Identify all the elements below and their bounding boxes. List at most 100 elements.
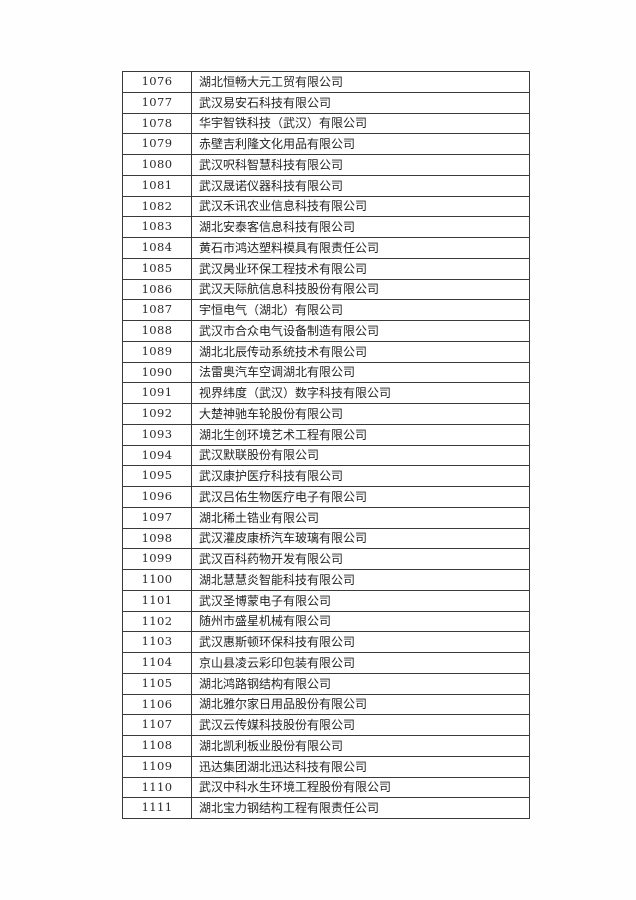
row-index-cell: 1078 (122, 112, 192, 135)
row-index-cell: 1104 (122, 652, 192, 674)
table-row: 1108 湖北凯利板业股份有限公司 (122, 735, 530, 757)
table-row: 1106 湖北雅尔家日用品股份有限公司 (122, 693, 530, 716)
table-row: 1081 武汉晟诺仪器科技有限公司 (122, 174, 530, 197)
table-row: 1095 武汉康护医疗科技有限公司 (122, 465, 530, 487)
table-row: 1077 武汉易安石科技有限公司 (122, 91, 530, 114)
row-index-cell: 1091 (122, 382, 192, 404)
table-row: 1085 武汉昺业环保工程技术有限公司 (122, 257, 530, 280)
table-body: 1076 湖北恒畅大元工贸有限公司 1077 武汉易安石科技有限公司 1078 华宇智铁科… (122, 71, 530, 819)
table-row: 1088 武汉市合众电气设备制造有限公司 (122, 320, 530, 342)
company-name-cell: 法雷奥汽车空调湖北有限公司 (191, 361, 530, 384)
company-name-cell: 京山县凌云彩印包装有限公司 (191, 652, 530, 674)
row-index-cell: 1098 (122, 527, 192, 550)
row-index-cell: 1077 (122, 91, 192, 114)
row-index-cell: 1081 (122, 174, 192, 197)
company-name-cell: 湖北恒畅大元工贸有限公司 (191, 71, 530, 93)
company-name-cell: 武汉晟诺仪器科技有限公司 (191, 174, 530, 197)
company-name-cell: 武汉康护医疗科技有限公司 (191, 465, 530, 487)
company-name-cell: 湖北生创环境艺术工程有限公司 (191, 423, 530, 446)
table-row: 1091 视界纬度（武汉）数字科技有限公司 (122, 382, 530, 404)
row-index-cell: 1099 (122, 548, 192, 570)
company-name-cell: 大楚神驰车轮股份有限公司 (191, 403, 530, 425)
company-name-cell: 湖北安泰客信息科技有限公司 (191, 216, 530, 238)
company-name-cell: 视界纬度（武汉）数字科技有限公司 (191, 382, 530, 404)
row-index-cell: 1101 (122, 589, 192, 612)
row-index-cell: 1103 (122, 631, 192, 653)
table-row: 1093 湖北生创环境艺术工程有限公司 (122, 423, 530, 446)
company-list-table: 1076 湖北恒畅大元工贸有限公司 1077 武汉易安石科技有限公司 1078 华宇智铁科… (122, 71, 530, 819)
table-row: 1105 湖北鸿路钢结构有限公司 (122, 672, 530, 695)
row-index-cell: 1109 (122, 755, 192, 778)
table-row: 1078 华宇智铁科技（武汉）有限公司 (122, 112, 530, 135)
row-index-cell: 1084 (122, 237, 192, 259)
table-row: 1098 武汉灌皮康桥汽车玻璃有限公司 (122, 527, 530, 550)
company-name-cell: 武汉中科水生环境工程股份有限公司 (191, 776, 530, 799)
company-name-cell: 武汉吕佑生物医疗电子有限公司 (191, 486, 530, 508)
table-row: 1102 随州市盛星机械有限公司 (122, 610, 530, 633)
table-row: 1092 大楚神驰车轮股份有限公司 (122, 403, 530, 425)
company-name-cell: 随州市盛星机械有限公司 (191, 610, 530, 633)
table-row: 1109 迅达集团湖北迅达科技有限公司 (122, 755, 530, 778)
row-index-cell: 1093 (122, 423, 192, 446)
table-row: 1103 武汉惠斯顿环保科技有限公司 (122, 631, 530, 653)
company-name-cell: 武汉圣博蒙电子有限公司 (191, 589, 530, 612)
company-name-cell: 迅达集团湖北迅达科技有限公司 (191, 755, 530, 778)
row-index-cell: 1107 (122, 714, 192, 736)
company-name-cell: 湖北稀土锆业有限公司 (191, 506, 530, 529)
company-name-cell: 湖北北辰传动系统技术有限公司 (191, 340, 530, 363)
company-name-cell: 湖北慧慧炎智能科技有限公司 (191, 569, 530, 591)
table-row: 1101 武汉圣博蒙电子有限公司 (122, 589, 530, 612)
company-name-cell: 湖北雅尔家日用品股份有限公司 (191, 693, 530, 716)
company-name-cell: 武汉天际航信息科技股份有限公司 (191, 278, 530, 301)
company-name-cell: 宇恒电气（湖北）有限公司 (191, 299, 530, 321)
company-name-cell: 武汉云传媒科技股份有限公司 (191, 714, 530, 736)
row-index-cell: 1110 (122, 776, 192, 799)
row-index-cell: 1094 (122, 444, 192, 467)
row-index-cell: 1076 (122, 71, 192, 93)
table-row: 1082 武汉禾讯农业信息科技有限公司 (122, 195, 530, 218)
row-index-cell: 1096 (122, 486, 192, 508)
company-name-cell: 武汉百科药物开发有限公司 (191, 548, 530, 570)
row-index-cell: 1082 (122, 195, 192, 218)
row-index-cell: 1100 (122, 569, 192, 591)
company-name-cell: 华宇智铁科技（武汉）有限公司 (191, 112, 530, 135)
company-name-cell: 武汉昺业环保工程技术有限公司 (191, 257, 530, 280)
table-row: 1090 法雷奥汽车空调湖北有限公司 (122, 361, 530, 384)
row-index-cell: 1090 (122, 361, 192, 384)
row-index-cell: 1088 (122, 320, 192, 342)
table-row: 1107 武汉云传媒科技股份有限公司 (122, 714, 530, 736)
row-index-cell: 1086 (122, 278, 192, 301)
company-name-cell: 武汉默联股份有限公司 (191, 444, 530, 467)
row-index-cell: 1083 (122, 216, 192, 238)
company-name-cell: 武汉呎科智慧科技有限公司 (191, 154, 530, 176)
row-index-cell: 1087 (122, 299, 192, 321)
company-name-cell: 武汉惠斯顿环保科技有限公司 (191, 631, 530, 653)
row-index-cell: 1092 (122, 403, 192, 425)
company-name-cell: 湖北鸿路钢结构有限公司 (191, 672, 530, 695)
table-row: 1089 湖北北辰传动系统技术有限公司 (122, 340, 530, 363)
table-row: 1111 湖北宝力钢结构工程有限责任公司 (122, 797, 530, 819)
company-name-cell: 武汉禾讯农业信息科技有限公司 (191, 195, 530, 218)
row-index-cell: 1095 (122, 465, 192, 487)
table-row: 1080 武汉呎科智慧科技有限公司 (122, 154, 530, 176)
row-index-cell: 1108 (122, 735, 192, 757)
row-index-cell: 1097 (122, 506, 192, 529)
table-row: 1076 湖北恒畅大元工贸有限公司 (122, 71, 530, 93)
row-index-cell: 1105 (122, 672, 192, 695)
table-row: 1083 湖北安泰客信息科技有限公司 (122, 216, 530, 238)
table-row: 1087 宇恒电气（湖北）有限公司 (122, 299, 530, 321)
row-index-cell: 1080 (122, 154, 192, 176)
company-name-cell: 武汉灌皮康桥汽车玻璃有限公司 (191, 527, 530, 550)
row-index-cell: 1102 (122, 610, 192, 633)
table-row: 1100 湖北慧慧炎智能科技有限公司 (122, 569, 530, 591)
company-name-cell: 湖北凯利板业股份有限公司 (191, 735, 530, 757)
row-index-cell: 1089 (122, 340, 192, 363)
table-row: 1094 武汉默联股份有限公司 (122, 444, 530, 467)
table-row: 1086 武汉天际航信息科技股份有限公司 (122, 278, 530, 301)
table-row: 1110 武汉中科水生环境工程股份有限公司 (122, 776, 530, 799)
company-name-cell: 黄石市鸿达塑料模具有限责任公司 (191, 237, 530, 259)
table-row: 1099 武汉百科药物开发有限公司 (122, 548, 530, 570)
table-row: 1084 黄石市鸿达塑料模具有限责任公司 (122, 237, 530, 259)
company-name-cell: 赤壁吉利隆文化用品有限公司 (191, 133, 530, 155)
